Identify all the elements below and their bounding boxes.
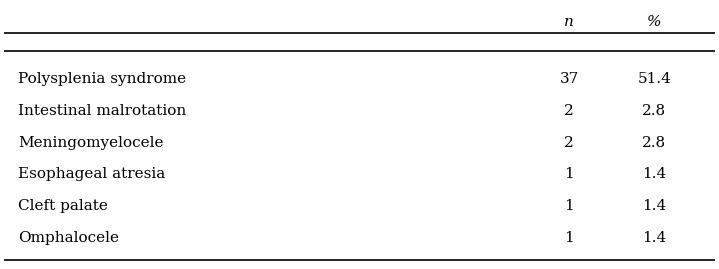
Text: 1: 1 xyxy=(564,231,574,245)
Text: 2.8: 2.8 xyxy=(642,136,667,150)
Text: 51.4: 51.4 xyxy=(638,72,672,86)
Text: 2: 2 xyxy=(564,104,574,118)
Text: Esophageal atresia: Esophageal atresia xyxy=(19,167,165,181)
Text: Polysplenia syndrome: Polysplenia syndrome xyxy=(19,72,186,86)
Text: 1.4: 1.4 xyxy=(642,167,667,181)
Text: Cleft palate: Cleft palate xyxy=(19,199,109,213)
Text: Intestinal malrotation: Intestinal malrotation xyxy=(19,104,187,118)
Text: 1: 1 xyxy=(564,199,574,213)
Text: n: n xyxy=(564,15,574,29)
Text: 2.8: 2.8 xyxy=(642,104,667,118)
Text: 1: 1 xyxy=(564,167,574,181)
Text: 37: 37 xyxy=(559,72,579,86)
Text: Omphalocele: Omphalocele xyxy=(19,231,119,245)
Text: %: % xyxy=(647,15,661,29)
Text: 2: 2 xyxy=(564,136,574,150)
Text: 1.4: 1.4 xyxy=(642,199,667,213)
Text: 1.4: 1.4 xyxy=(642,231,667,245)
Text: Meningomyelocele: Meningomyelocele xyxy=(19,136,164,150)
